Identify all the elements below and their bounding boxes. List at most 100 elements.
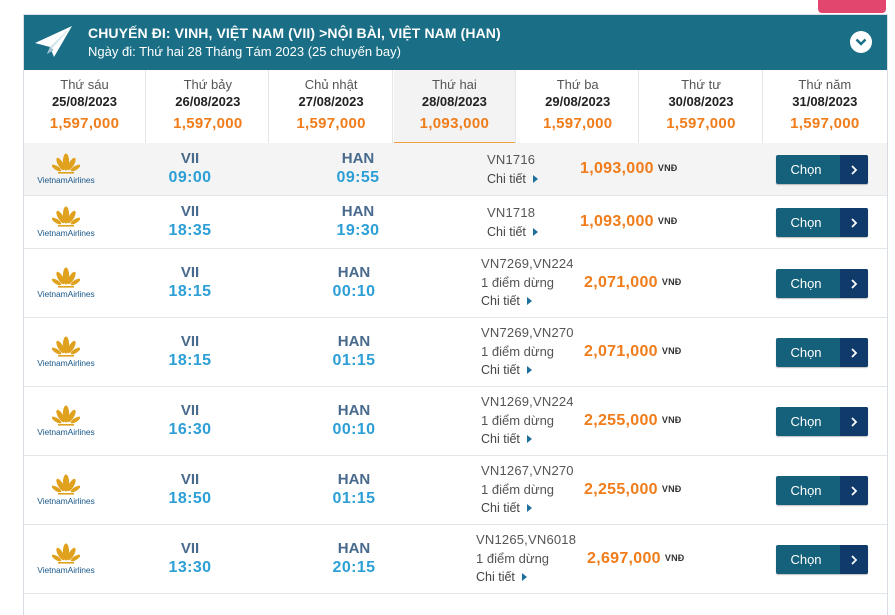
arrival-time: 09:55 xyxy=(336,168,380,186)
detail-link[interactable]: Chi tiết xyxy=(481,501,532,515)
chevron-right-icon xyxy=(840,544,868,574)
date-tab-price: 1,597,000 xyxy=(173,115,243,132)
airline-name: VietnamAirlines xyxy=(37,357,95,368)
select-flight-button[interactable]: Chọn xyxy=(776,337,868,367)
departure-airport-code: VII xyxy=(180,470,200,488)
currency-label: VNĐ xyxy=(661,414,682,425)
fare-price: 2,255,000 VNĐ xyxy=(584,481,682,499)
date-tab-weekday: Thứ sáu xyxy=(60,77,109,92)
caret-right-icon xyxy=(526,504,532,513)
fare-price: 2,071,000 VNĐ xyxy=(584,274,682,292)
date-tab[interactable]: Thứ sáu 25/08/2023 1,597,000 xyxy=(24,70,146,143)
flight-row: VietnamAirlines VII 18:15 HAN 00:10 VN7269,VN… xyxy=(24,249,887,318)
lotus-logo-icon xyxy=(52,336,80,357)
select-button-label: Chọn xyxy=(790,214,822,230)
date-tab[interactable]: Thứ ba 29/08/2023 1,597,000 xyxy=(517,70,640,143)
select-button-label: Chọn xyxy=(790,161,822,177)
flight-row: VietnamAirlines VII 18:50 HAN 01:15 VN1267,VN… xyxy=(24,456,887,525)
currency-label: VNĐ xyxy=(657,162,678,173)
airline-logo: VietnamAirlines xyxy=(31,405,101,439)
date-tab-date: 26/08/2023 xyxy=(175,94,241,109)
lotus-logo-icon xyxy=(52,474,80,495)
date-tab[interactable]: Chủ nhật 27/08/2023 1,597,000 xyxy=(271,70,393,143)
departure-airport-code: VII xyxy=(180,539,200,557)
airline-name: VietnamAirlines xyxy=(37,564,95,575)
caret-right-icon xyxy=(521,573,527,582)
fare-amount: 2,071,000 xyxy=(584,342,658,360)
arrival-airport-code: HAN xyxy=(337,401,371,419)
departure-time: 18:15 xyxy=(168,282,212,300)
date-tab[interactable]: Thứ tư 30/08/2023 1,597,000 xyxy=(641,70,763,143)
date-tab-weekday: Thứ ba xyxy=(556,77,599,92)
date-tab-weekday: Thứ hai xyxy=(431,77,477,92)
caret-right-icon xyxy=(532,175,538,184)
date-tab-weekday: Thứ bảy xyxy=(183,77,233,92)
detail-label: Chi tiết xyxy=(476,569,515,584)
arrival-time: 00:10 xyxy=(332,282,376,300)
flight-row: VietnamAirlines VII 18:35 HAN 19:30 VN1718 Chi… xyxy=(24,196,887,249)
date-tab-weekday: Thứ tư xyxy=(681,77,721,92)
stop-count: 1 điểm dừng xyxy=(481,274,555,290)
airline-name: VietnamAirlines xyxy=(37,227,95,238)
detail-label: Chi tiết xyxy=(481,500,520,515)
departure-airport-code: VII xyxy=(180,263,200,281)
detail-link[interactable]: Chi tiết xyxy=(481,294,532,308)
currency-label: VNĐ xyxy=(664,552,685,563)
date-tab-weekday: Thứ năm xyxy=(798,77,852,92)
departure-airport-code: VII xyxy=(180,202,200,220)
fare-price: 2,697,000 VNĐ xyxy=(587,550,685,568)
detail-link[interactable]: Chi tiết xyxy=(481,432,532,446)
date-tab-price: 1,597,000 xyxy=(666,115,736,132)
route-title: CHUYẾN ĐI: VINH, VIỆT NAM (VII) >NỘI BÀI… xyxy=(88,25,501,41)
detail-link[interactable]: Chi tiết xyxy=(487,225,538,239)
detail-label: Chi tiết xyxy=(481,293,520,308)
date-tab-date: 28/08/2023 xyxy=(421,94,487,109)
select-flight-button[interactable]: Chọn xyxy=(776,207,868,237)
airline-name: VietnamAirlines xyxy=(37,174,95,185)
date-tab[interactable]: Thứ hai 28/08/2023 1,093,000 xyxy=(393,70,516,144)
detail-label: Chi tiết xyxy=(487,171,526,186)
select-flight-button[interactable]: Chọn xyxy=(776,475,868,505)
stop-count: 1 điểm dừng xyxy=(481,412,555,428)
airline-logo: VietnamAirlines xyxy=(31,153,101,187)
chevron-right-icon xyxy=(840,475,868,505)
airline-logo: VietnamAirlines xyxy=(31,336,101,370)
caret-right-icon xyxy=(526,366,532,375)
stop-count: 1 điểm dừng xyxy=(481,481,555,497)
flight-row: VietnamAirlines VII 09:00 HAN 09:55 VN1716 Chi… xyxy=(24,143,887,196)
select-flight-button[interactable]: Chọn xyxy=(776,406,868,436)
airline-logo: VietnamAirlines xyxy=(31,474,101,508)
chevron-right-icon xyxy=(840,337,868,367)
detail-link[interactable]: Chi tiết xyxy=(476,570,527,584)
collapse-toggle-button[interactable] xyxy=(850,31,872,53)
date-tab-date: 30/08/2023 xyxy=(668,94,734,109)
arrival-airport-code: HAN xyxy=(341,202,375,220)
arrival-airport-code: HAN xyxy=(337,263,371,281)
airline-name: VietnamAirlines xyxy=(37,426,95,437)
detail-link[interactable]: Chi tiết xyxy=(487,172,538,186)
detail-label: Chi tiết xyxy=(481,362,520,377)
date-tab[interactable]: Thứ năm 31/08/2023 1,597,000 xyxy=(764,70,886,143)
select-button-label: Chọn xyxy=(790,482,822,498)
date-tab-date: 27/08/2023 xyxy=(298,94,364,109)
flight-row: VietnamAirlines VII 13:30 HAN 20:15 VN1265,VN… xyxy=(24,525,887,594)
airline-name: VietnamAirlines xyxy=(37,288,95,299)
flight-number: VN7269,VN270 xyxy=(481,324,574,340)
flight-row: VietnamAirlines VII 18:15 HAN 01:15 VN7269,VN… xyxy=(24,318,887,387)
select-flight-button[interactable]: Chọn xyxy=(776,544,868,574)
fare-price: 1,093,000 VNĐ xyxy=(580,160,678,178)
select-button-label: Chọn xyxy=(790,551,822,567)
fare-amount: 1,093,000 xyxy=(580,212,654,230)
date-selector: Thứ sáu 25/08/2023 1,597,000 Thứ bảy 26/08/2… xyxy=(24,70,887,144)
fare-amount: 1,093,000 xyxy=(580,159,654,177)
detail-link[interactable]: Chi tiết xyxy=(481,363,532,377)
select-flight-button[interactable]: Chọn xyxy=(776,154,868,184)
date-tab-price: 1,597,000 xyxy=(790,115,860,132)
select-flight-button[interactable]: Chọn xyxy=(776,268,868,298)
arrival-airport-code: HAN xyxy=(337,470,371,488)
departure-airport-code: VII xyxy=(180,149,200,167)
departure-time: 13:30 xyxy=(168,558,212,576)
detail-label: Chi tiết xyxy=(487,224,526,239)
flight-number: VN1265,VN6018 xyxy=(476,531,577,547)
date-tab[interactable]: Thứ bảy 26/08/2023 1,597,000 xyxy=(147,70,270,143)
